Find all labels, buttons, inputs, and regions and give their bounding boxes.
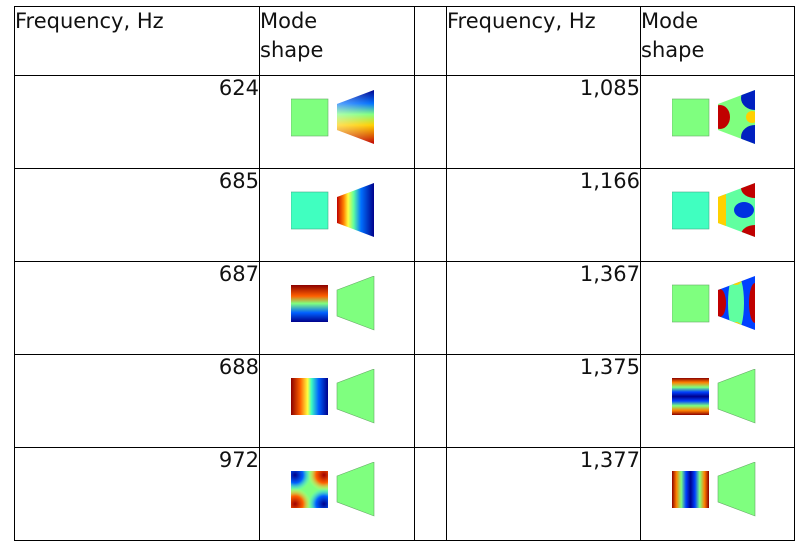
mode-header-line2: shape (641, 38, 705, 62)
mode-header-line1: Mode (641, 9, 699, 33)
mode-shape-cell (259, 261, 415, 355)
frequency-cell: 1,375 (446, 354, 641, 448)
spacer-cell (414, 261, 447, 355)
mode-shape-cell (640, 354, 795, 448)
mode-header-line1: Mode (260, 9, 318, 33)
mode-shape-1377-image (672, 462, 756, 517)
mode-shapes-table: Frequency, Hz Mode shape Frequency, Hz Mo… (14, 6, 795, 541)
mode-shape-687-image (291, 276, 375, 331)
spacer-cell (414, 75, 447, 169)
mode-shape-1085-image (672, 90, 755, 144)
mode-shape-1375-image (672, 369, 756, 424)
spacer-cell (414, 354, 447, 448)
frequency-header-right: Frequency, Hz (446, 6, 641, 76)
mode-shape-624-image (291, 90, 374, 144)
mode-shape-cell (640, 75, 795, 169)
mode-shape-header-left: Mode shape (259, 6, 415, 76)
mode-shape-cell (640, 447, 795, 541)
frequency-cell: 624 (14, 75, 260, 169)
mode-shape-685-image (291, 183, 374, 237)
table-row: 972 1,377 (14, 447, 795, 541)
spacer-cell (414, 6, 447, 76)
mode-shape-header-right: Mode shape (640, 6, 795, 76)
frequency-cell: 1,085 (446, 75, 641, 169)
frequency-cell: 1,377 (446, 447, 641, 541)
mode-shape-1166-image (672, 183, 755, 237)
spacer-cell (414, 447, 447, 541)
table-row: 687 1,367 (14, 261, 795, 355)
frequency-cell: 1,367 (446, 261, 641, 355)
frequency-header-left: Frequency, Hz (14, 6, 260, 76)
mode-shape-972-image (291, 462, 375, 517)
frequency-cell: 972 (14, 447, 260, 541)
spacer-cell (414, 168, 447, 262)
mode-shape-cell (640, 261, 795, 355)
table-row: 688 1,375 (14, 354, 795, 448)
frequency-cell: 1,166 (446, 168, 641, 262)
table-row: 685 1,166 (14, 168, 795, 262)
mode-header-line2: shape (260, 38, 324, 62)
mode-shape-cell (259, 168, 415, 262)
mode-shape-1367-image (672, 276, 755, 330)
frequency-cell: 685 (14, 168, 260, 262)
frequency-cell: 687 (14, 261, 260, 355)
mode-shape-cell (259, 447, 415, 541)
mode-shape-cell (259, 75, 415, 169)
mode-shape-688-image (291, 369, 375, 424)
frequency-cell: 688 (14, 354, 260, 448)
mode-shape-cell (640, 168, 795, 262)
mode-shape-cell (259, 354, 415, 448)
header-row: Frequency, Hz Mode shape Frequency, Hz Mo… (14, 6, 795, 76)
table-row: 624 1,085 (14, 75, 795, 169)
